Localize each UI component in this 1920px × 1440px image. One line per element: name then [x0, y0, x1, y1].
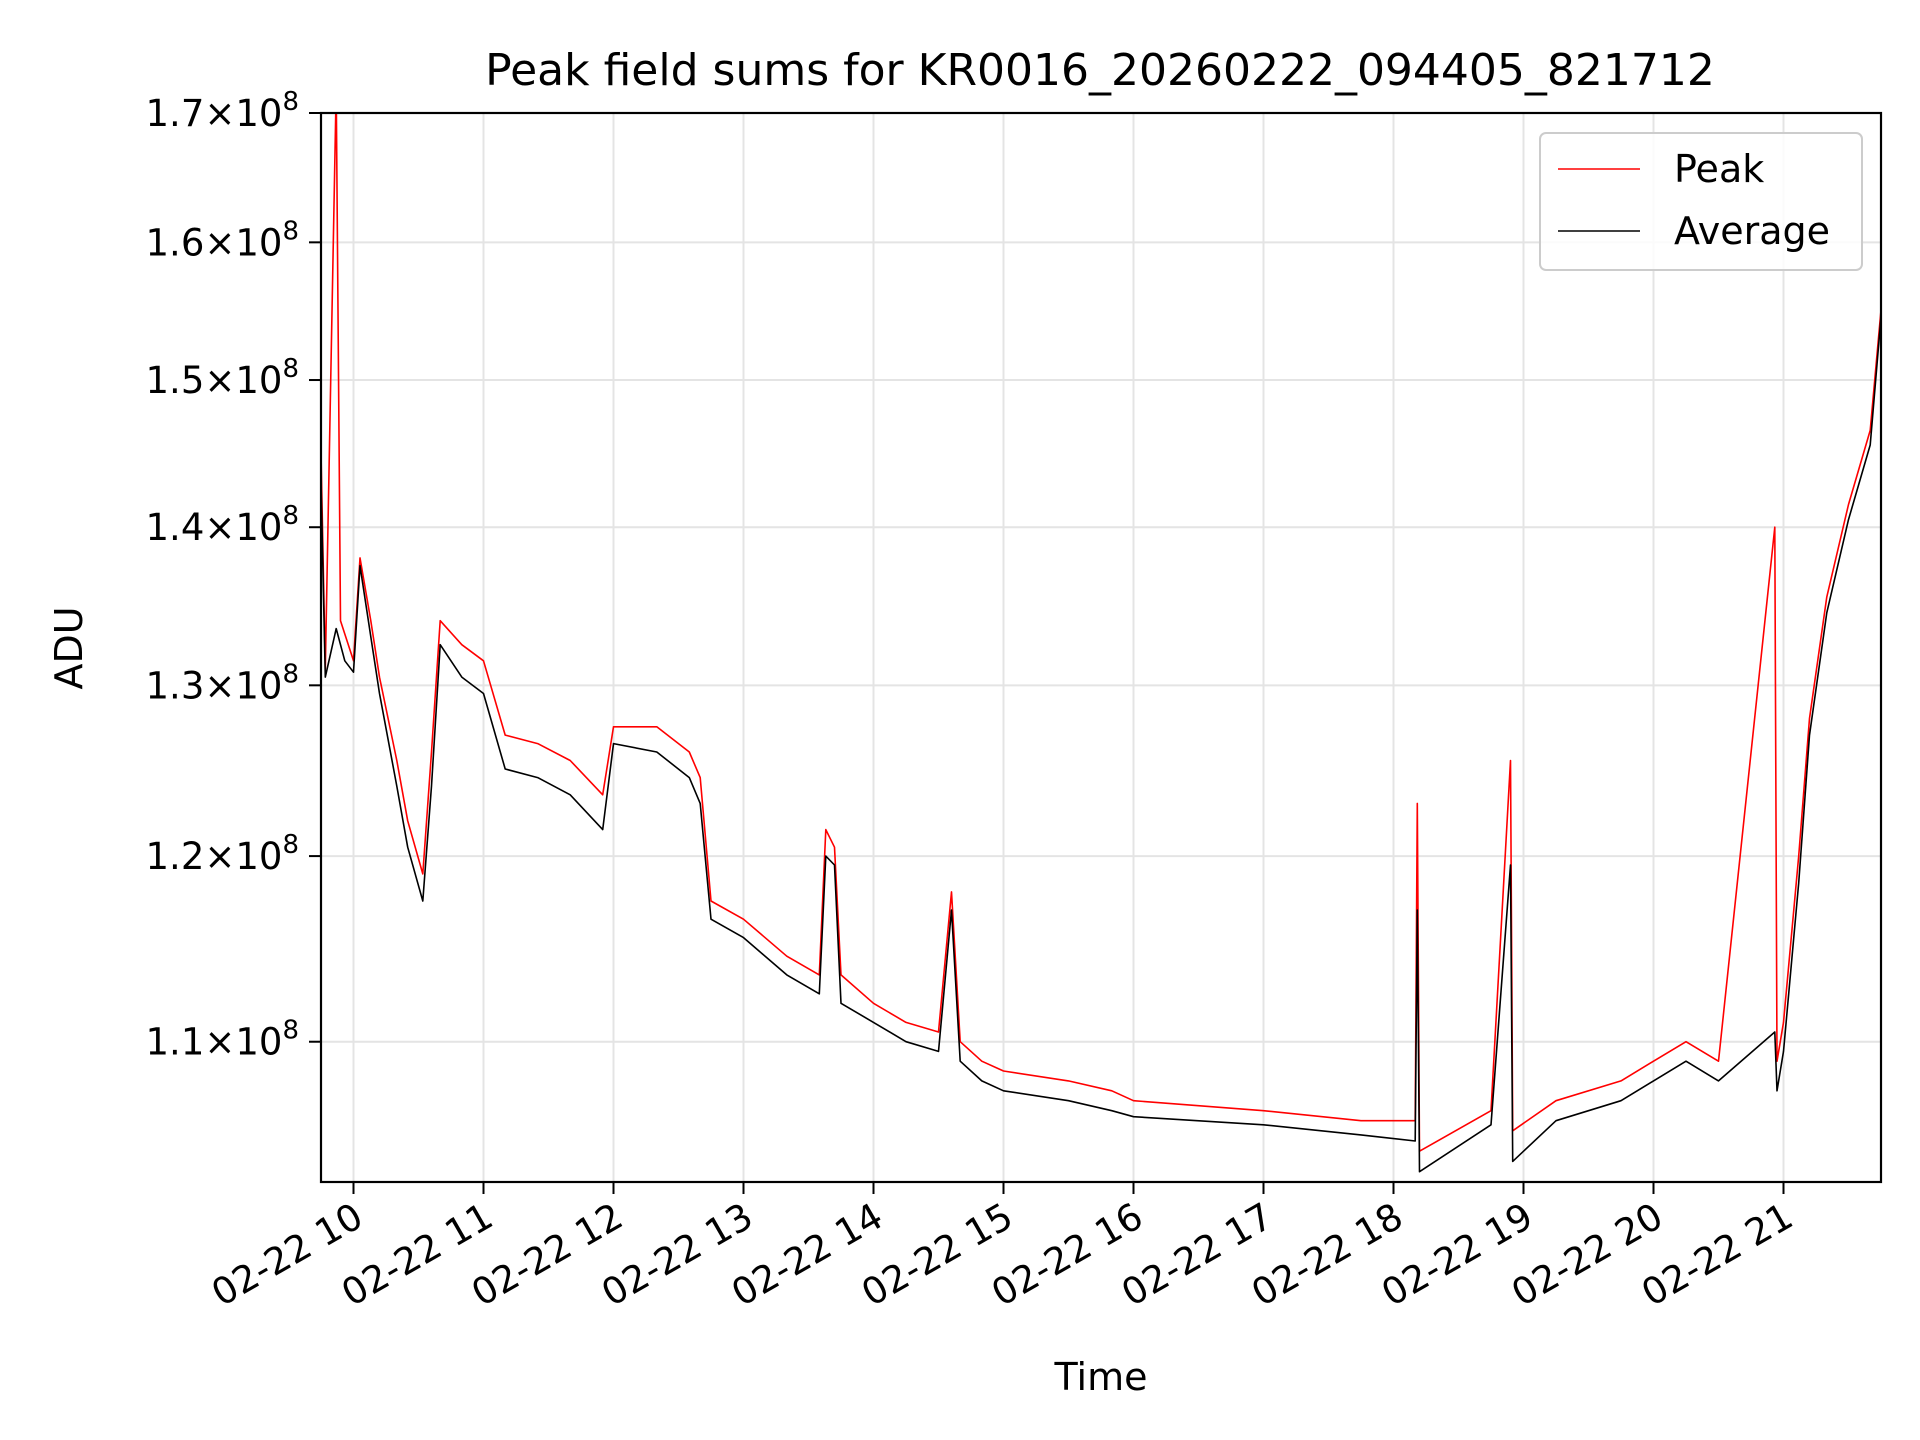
y-tick-label: 1.7×108 [146, 87, 299, 135]
chart-title: Peak field sums for KR0016_20260222_0944… [485, 45, 1715, 96]
series-layer [321, 113, 1881, 1173]
plot-frame [319, 111, 1883, 1184]
y-axis-ticks: 1.1×108 1.2×108 1.3×108 1.4×108 1.5×108 1.6×1… [146, 87, 321, 1064]
series-line-average [321, 316, 1881, 1173]
legend-peak-label: Peak [1674, 147, 1764, 191]
y-tick-label: 1.1×108 [146, 1016, 299, 1064]
y-axis-label: ADU [47, 606, 91, 689]
legend-box [1539, 132, 1863, 271]
y-tick-label: 1.3×108 [146, 659, 299, 707]
y-tick-label: 1.4×108 [146, 501, 299, 549]
legend: Peak Average [1539, 132, 1863, 271]
x-axis-label: Time [1054, 1355, 1148, 1399]
y-tick-label: 1.6×108 [146, 216, 299, 264]
y-tick-label: 1.2×108 [146, 830, 299, 878]
legend-average-label: Average [1674, 209, 1830, 253]
y-tick-label: 1.5×108 [146, 354, 299, 402]
series-line-peak [321, 113, 1881, 1152]
